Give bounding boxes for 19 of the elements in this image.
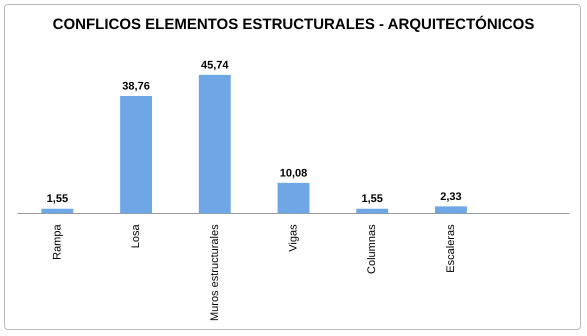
data-label: 1,55 [362, 193, 383, 206]
bar [198, 74, 231, 214]
bar [41, 208, 74, 214]
x-tick-label: Vigas [288, 224, 300, 252]
x-tick-label: Rampa [51, 224, 64, 260]
bar [356, 208, 388, 214]
x-tick-label: Columnas [366, 224, 378, 274]
bar [120, 96, 152, 214]
bar [278, 182, 310, 214]
chart-title: CONFLICOS ELEMENTOS ESTRUCTURALES - ARQUITECTÓNICOS [52, 15, 534, 34]
data-label: 10,08 [280, 167, 308, 180]
x-tick-label: Escaleras [444, 224, 457, 273]
x-tick-label: Losa [130, 224, 142, 248]
data-label: 1,55 [46, 193, 68, 206]
data-label: 2,33 [440, 190, 462, 203]
bar [434, 206, 467, 214]
data-label: 38,76 [122, 80, 150, 93]
data-label: 45,74 [201, 59, 230, 72]
x-tick-label: Muros estructurales [208, 224, 221, 322]
